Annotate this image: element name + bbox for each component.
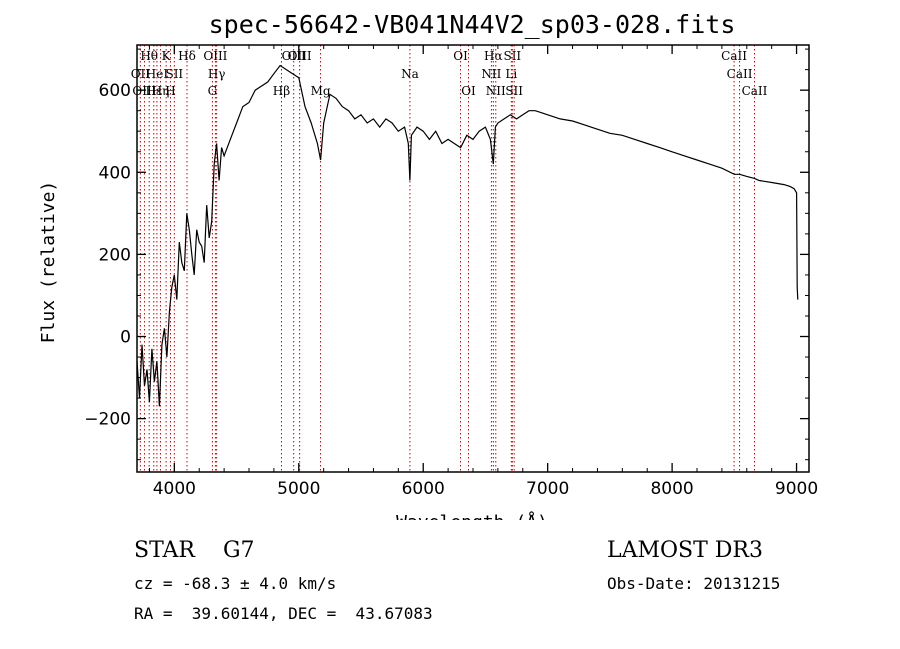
x-axis-label: Wavelength (Å)	[396, 511, 548, 520]
line-label-SII: SII	[165, 67, 183, 81]
line-label-CaII: CaII	[727, 67, 753, 81]
line-label-Hθ: Hθ	[140, 49, 158, 63]
y-axis-label: Flux (relative)	[38, 181, 59, 344]
x-tick-label: 9000	[775, 479, 818, 499]
line-label-CaII: CaII	[742, 84, 768, 98]
line-label-OIII: OIII	[203, 49, 227, 63]
chart-title: spec-56642-VB041N44V2_sp03-028.fits	[209, 10, 736, 39]
line-label-OIII: OIII	[288, 49, 312, 63]
line-label-Hα: Hα	[484, 49, 503, 63]
y-tick-label: 600	[99, 81, 131, 101]
object-class: STAR G7	[134, 538, 255, 563]
line-label-G: G	[208, 84, 218, 98]
line-label-K: K	[162, 49, 172, 63]
line-label-Hγ: Hγ	[208, 67, 226, 81]
y-tick-label: 0	[120, 328, 131, 348]
line-label-OI: OI	[453, 49, 468, 63]
y-tick-label: 400	[99, 163, 131, 183]
line-label-Hη: Hη	[152, 84, 170, 98]
line-label-OIII: OIII	[282, 49, 306, 63]
obs-date: Obs-Date: 20131215	[607, 574, 781, 593]
line-label-HeI: HeI	[146, 67, 169, 81]
coordinates: RA = 39.60144, DEC = 43.67083	[134, 604, 433, 623]
line-label-Hε: Hε	[145, 84, 162, 98]
line-label-Hβ: Hβ	[273, 84, 290, 98]
line-label-Mg: Mg	[311, 84, 331, 98]
x-tick-label: 6000	[402, 479, 445, 499]
y-tick-label: −200	[84, 410, 131, 430]
line-label-OIII: OIII	[132, 84, 156, 98]
line-label-H: H	[165, 84, 175, 98]
redshift-value: cz = -68.3 ± 4.0 km/s	[134, 574, 337, 593]
line-label-CaII: CaII	[721, 49, 747, 63]
survey-name: LAMOST DR3	[607, 538, 763, 563]
y-tick-label: 200	[99, 245, 131, 265]
subclass-value: G7	[222, 538, 255, 563]
x-tick-label: 7000	[526, 479, 569, 499]
class-value: STAR	[134, 538, 195, 563]
y-axis-ticks: −200 0 200 400 600	[84, 48, 809, 461]
x-tick-label: 5000	[277, 479, 320, 499]
line-label-Hδ: Hδ	[178, 49, 196, 63]
spectrum-line	[136, 64, 799, 407]
line-label-Li: Li	[505, 67, 517, 81]
line-label-SII: SII	[505, 84, 523, 98]
spectrum-chart: spec-56642-VB041N44V2_sp03-028.fits Hθ OI…	[38, 10, 818, 520]
line-label-NII: NII	[481, 67, 501, 81]
x-axis-ticks: 4000 5000 6000 7000 8000 9000	[148, 45, 818, 499]
line-label-SII: SII	[503, 49, 521, 63]
plot-frame	[136, 44, 810, 473]
line-label-OI: OI	[461, 84, 476, 98]
line-label-NII: NII	[486, 84, 506, 98]
line-label-Na: Na	[401, 67, 419, 81]
x-tick-label: 4000	[153, 479, 196, 499]
line-label-OII: OII	[131, 67, 151, 81]
x-tick-label: 8000	[650, 479, 693, 499]
